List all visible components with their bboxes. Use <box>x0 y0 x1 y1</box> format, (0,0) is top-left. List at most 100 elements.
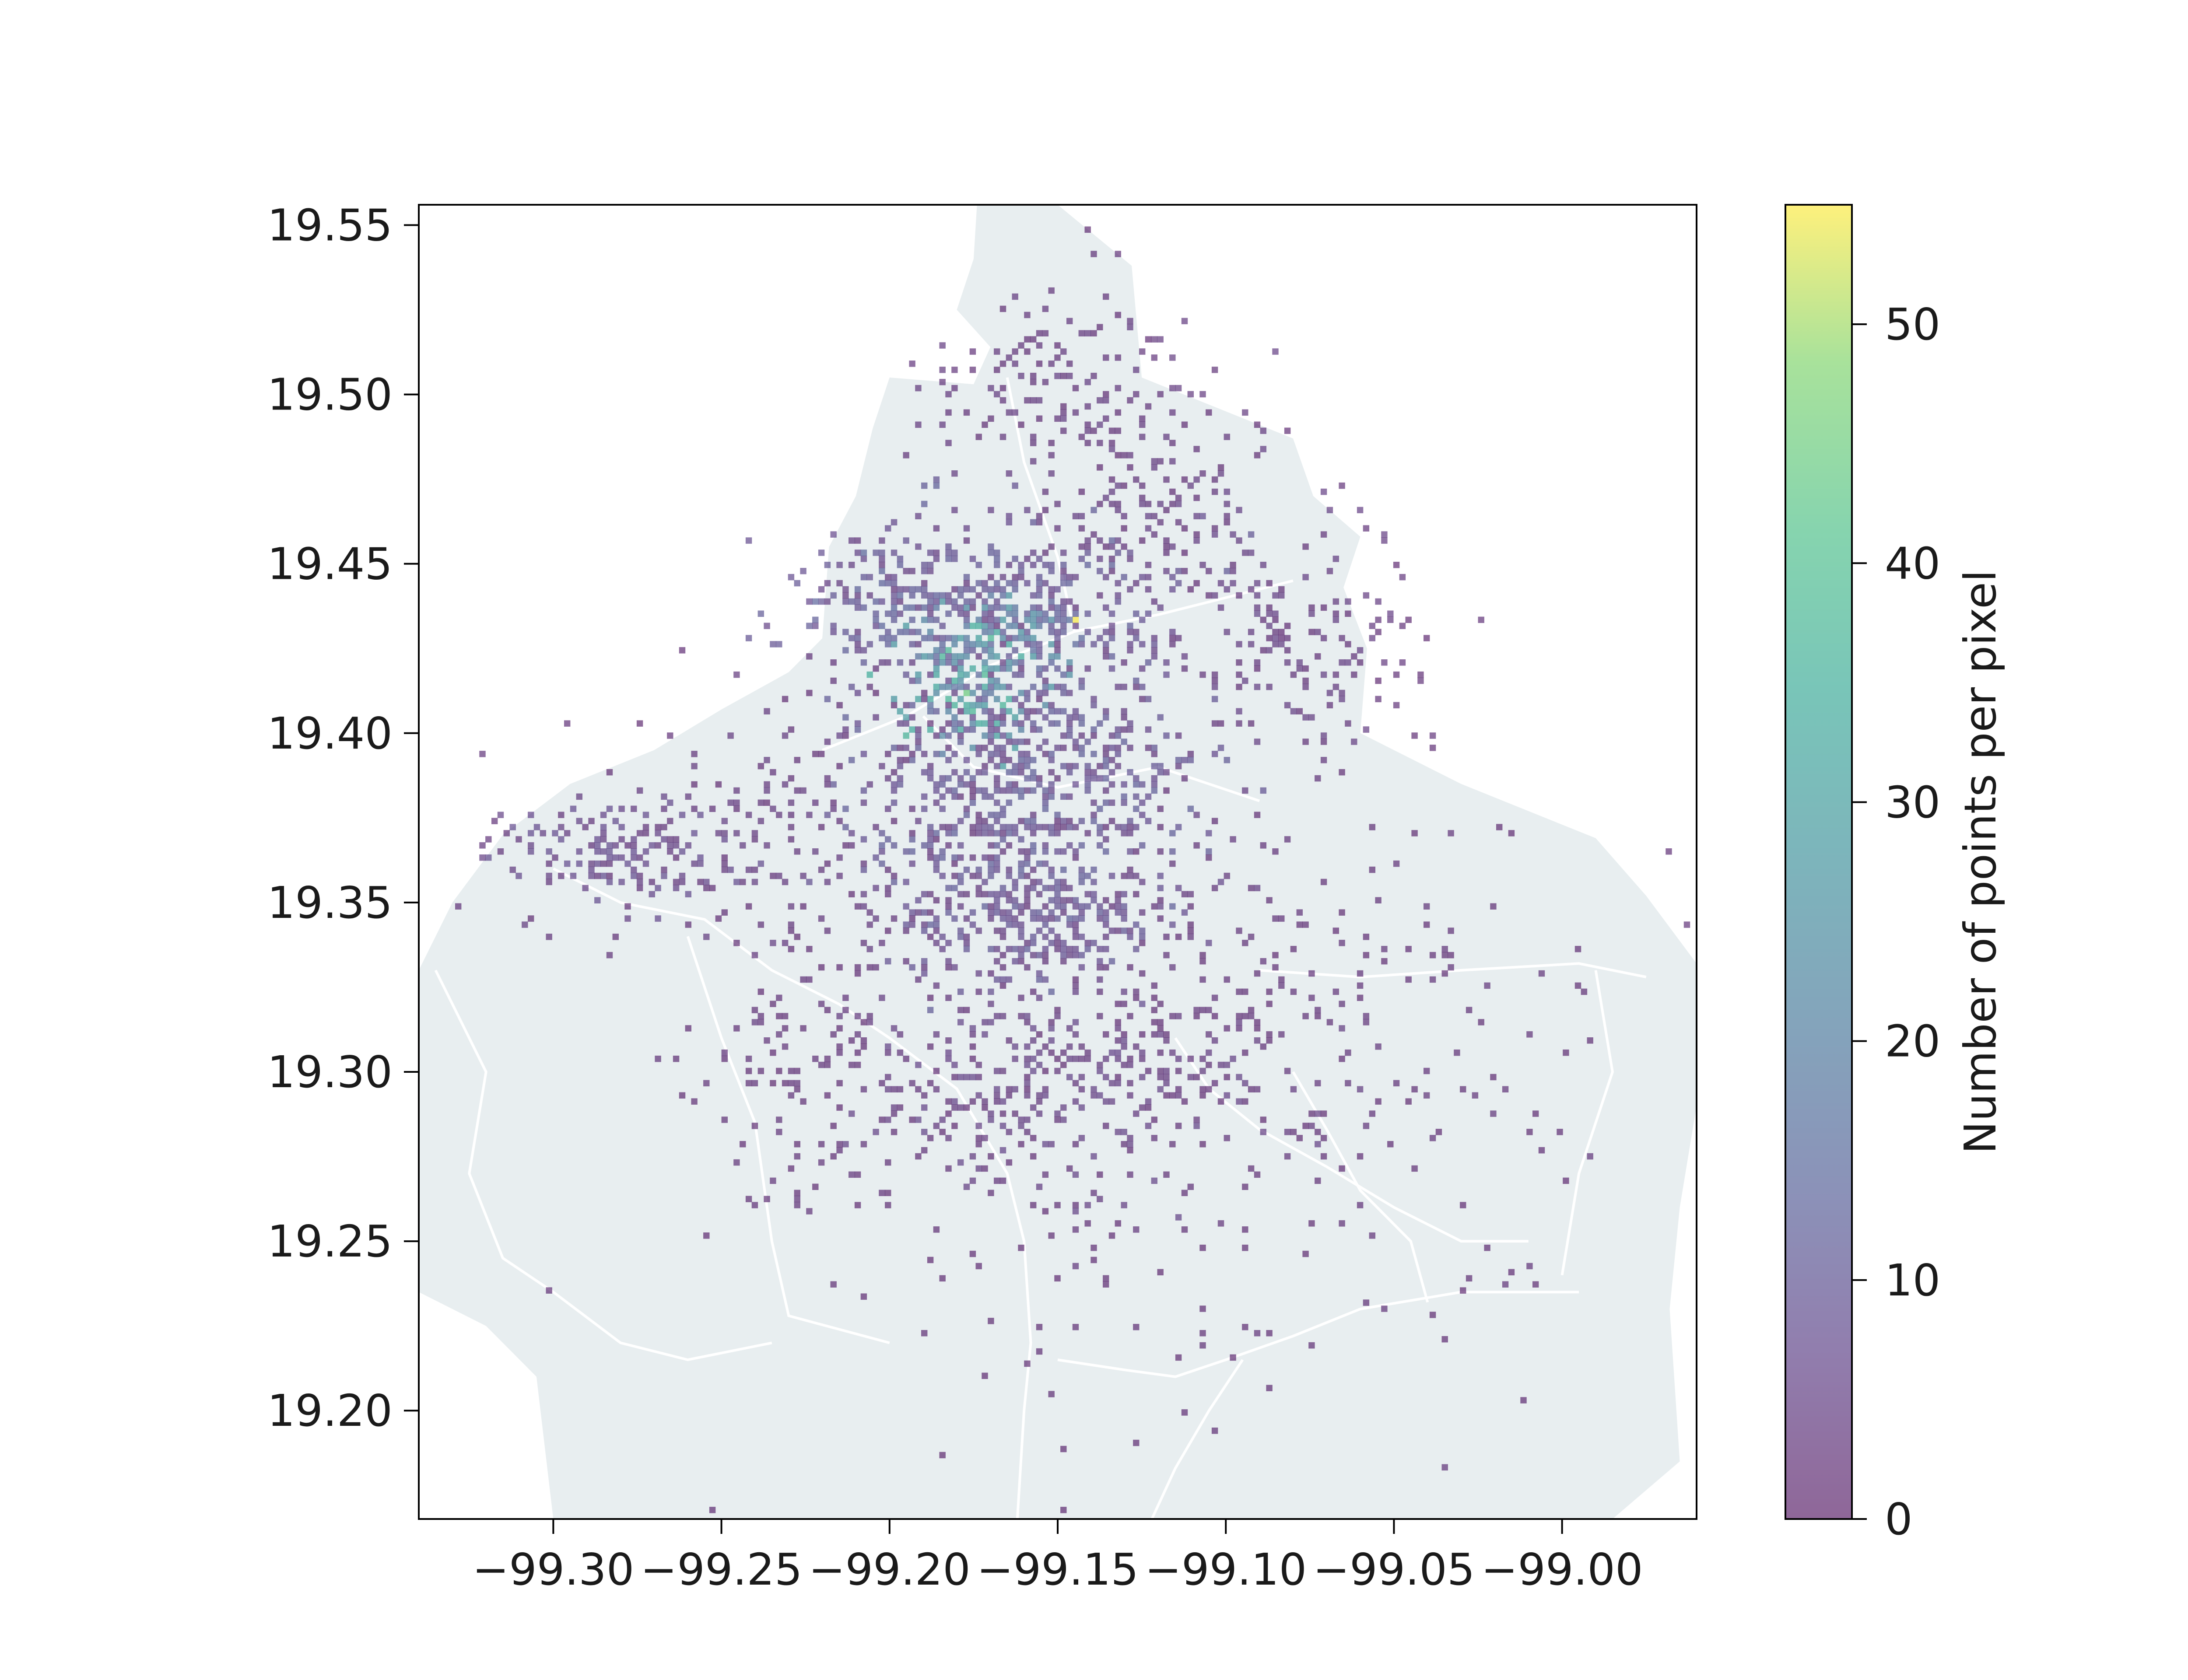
heat-cell <box>1121 1129 1127 1135</box>
heat-cell <box>1042 610 1049 617</box>
heat-cell <box>854 964 861 971</box>
heat-cell <box>1369 824 1375 830</box>
heat-cell <box>1587 1037 1593 1044</box>
heat-cell <box>982 671 988 678</box>
heat-cell <box>1030 635 1037 641</box>
heat-cell <box>885 635 891 641</box>
heat-cell <box>558 872 565 879</box>
colorbar-gradient <box>1785 205 1852 1519</box>
heat-cell <box>745 1080 752 1087</box>
heat-cell <box>945 659 952 666</box>
heat-cell <box>1024 757 1031 763</box>
heat-cell <box>709 885 716 892</box>
heat-cell <box>1072 1098 1079 1105</box>
heat-cell <box>1206 848 1212 855</box>
heat-cell <box>951 915 958 922</box>
heat-cell <box>1157 500 1164 508</box>
heat-cell <box>957 781 964 788</box>
heat-cell <box>1097 964 1103 971</box>
heat-cell <box>830 629 837 635</box>
boundary-line <box>686 936 890 1344</box>
heat-cell <box>915 897 922 903</box>
heat-cell <box>1199 391 1206 398</box>
heat-cell <box>830 1153 837 1160</box>
heat-cell <box>873 616 879 623</box>
heat-cell <box>982 854 988 861</box>
heat-cell <box>1478 1019 1484 1026</box>
heat-cell <box>733 940 740 946</box>
heat-cell <box>1157 1269 1164 1276</box>
heat-cell <box>951 1104 958 1111</box>
heat-cell <box>1163 787 1170 794</box>
heat-cell <box>649 891 655 898</box>
heat-cell <box>1054 946 1061 952</box>
heat-cell <box>1054 616 1061 623</box>
heat-cell <box>969 556 976 562</box>
heat-cell <box>854 1171 861 1178</box>
heat-cell <box>1169 574 1176 581</box>
heat-cell <box>963 610 970 617</box>
heat-cell <box>1012 696 1018 703</box>
heat-cell <box>1417 677 1424 684</box>
heat-cell <box>903 702 909 709</box>
heat-cell <box>600 848 607 855</box>
heat-cell <box>1266 897 1273 903</box>
heat-cell <box>1024 738 1031 745</box>
heat-cell <box>1012 574 1018 581</box>
heat-cell <box>957 1159 964 1166</box>
heat-cell <box>1066 1043 1073 1050</box>
heat-cell <box>1108 872 1115 879</box>
heat-cell <box>994 580 1000 587</box>
heat-cell <box>745 1196 752 1202</box>
heat-cell <box>1060 580 1067 587</box>
heat-cell <box>1030 866 1037 873</box>
heat-cell <box>1054 1110 1061 1117</box>
heat-cell <box>794 757 800 763</box>
heat-cell <box>1363 726 1370 733</box>
heat-cell <box>1139 348 1146 355</box>
heat-cell <box>1042 751 1049 757</box>
heat-cell <box>1072 604 1079 611</box>
heat-cell <box>1278 915 1285 922</box>
heat-cell <box>1024 885 1031 892</box>
heat-cell <box>927 702 934 709</box>
heat-cell <box>1018 952 1024 959</box>
heat-cell <box>1393 702 1400 709</box>
x-tick-label: −99.15 <box>977 1544 1139 1595</box>
heat-cell <box>982 623 988 629</box>
heat-cell <box>963 946 970 952</box>
heat-cell <box>1121 1202 1127 1208</box>
heat-cell <box>1375 598 1382 605</box>
heat-cell <box>994 781 1000 788</box>
heat-cell <box>969 1074 976 1081</box>
heat-cell <box>1024 312 1031 318</box>
x-tick-label: −99.20 <box>809 1544 971 1595</box>
heat-cell <box>606 872 613 879</box>
heat-cell <box>1090 726 1097 733</box>
heat-cell <box>854 604 861 611</box>
heat-cell <box>951 1061 958 1068</box>
heat-cell <box>1103 757 1109 763</box>
heat-cell <box>576 860 582 867</box>
heat-cell <box>649 878 655 886</box>
heat-cell <box>1042 860 1049 867</box>
heat-cell <box>1024 556 1031 562</box>
heat-cell <box>1054 354 1061 361</box>
heat-cell <box>999 659 1006 666</box>
heat-cell <box>1042 1092 1049 1099</box>
heat-cell <box>594 860 601 867</box>
heat-cell <box>1308 994 1315 1001</box>
heat-cell <box>1424 1092 1430 1099</box>
heat-cell <box>631 848 637 855</box>
heat-cell <box>860 836 867 843</box>
heat-cell <box>1217 720 1224 727</box>
heat-cell <box>879 635 885 641</box>
heat-cell <box>1320 738 1327 745</box>
heat-cell <box>1266 988 1273 995</box>
heat-cell <box>975 635 982 641</box>
heat-cell <box>1381 946 1388 952</box>
heat-cell <box>1103 934 1109 940</box>
heat-cell <box>1048 751 1055 757</box>
heat-cell <box>1060 373 1067 379</box>
heat-cell <box>885 775 891 782</box>
